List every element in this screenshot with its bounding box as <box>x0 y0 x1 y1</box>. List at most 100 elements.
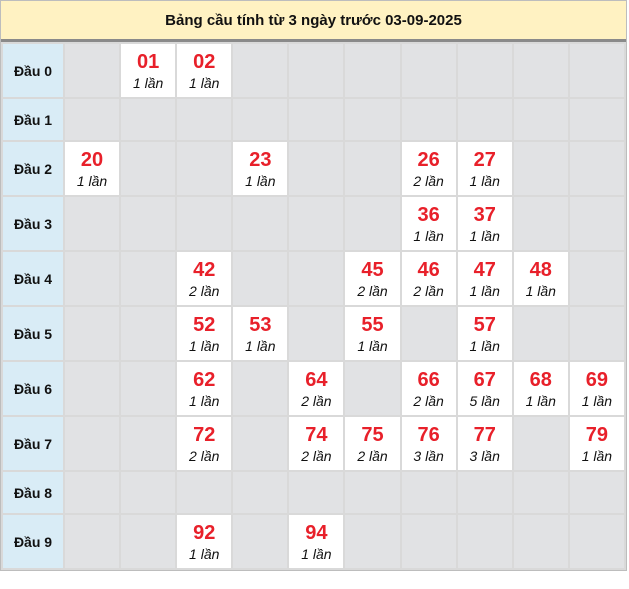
empty-cell <box>175 470 234 515</box>
empty-cell <box>119 415 178 472</box>
number-cell: 53 1 lần <box>231 305 290 362</box>
empty-cell <box>343 513 402 570</box>
empty-cell <box>287 42 346 99</box>
empty-cell <box>343 360 402 417</box>
number-cell: 20 1 lần <box>62 140 122 197</box>
cell-number: 27 <box>473 148 496 171</box>
empty-cell <box>567 470 627 515</box>
empty-cell <box>511 470 570 515</box>
empty-cell <box>343 140 402 197</box>
cell-count: 2 lần <box>301 447 332 464</box>
cell-count: 2 lần <box>189 282 220 299</box>
empty-cell <box>231 360 290 417</box>
empty-cell <box>511 513 570 570</box>
row-label: Đầu 1 <box>1 97 65 142</box>
empty-cell <box>399 97 458 142</box>
empty-cell <box>567 195 627 252</box>
number-cell: 77 3 lần <box>455 415 514 472</box>
grid-row: Đầu 6 62 1 lần 64 2 lần 66 2 lần 67 5 lần 68 1 lần… <box>1 360 627 417</box>
row-label: Đầu 7 <box>1 415 65 472</box>
cell-count: 1 lần <box>525 392 556 409</box>
empty-cell <box>511 415 570 472</box>
empty-cell <box>399 42 458 99</box>
number-cell: 69 1 lần <box>567 360 627 417</box>
empty-cell <box>511 305 570 362</box>
number-cell: 26 2 lần <box>399 140 458 197</box>
number-cell: 72 2 lần <box>175 415 234 472</box>
empty-cell <box>567 305 627 362</box>
cell-number: 45 <box>361 258 384 281</box>
cell-number: 92 <box>193 521 216 544</box>
cell-number: 64 <box>305 368 328 391</box>
row-label: Đầu 6 <box>1 360 65 417</box>
empty-cell <box>567 140 627 197</box>
row-label: Đầu 3 <box>1 195 65 252</box>
empty-cell <box>231 470 290 515</box>
cell-number: 01 <box>137 50 160 73</box>
number-cell: 52 1 lần <box>175 305 234 362</box>
number-cell: 46 2 lần <box>399 250 458 307</box>
cell-count: 3 lần <box>413 447 444 464</box>
cell-count: 1 lần <box>357 337 388 354</box>
cell-count: 1 lần <box>581 392 613 409</box>
empty-cell <box>343 97 402 142</box>
cell-count: 1 lần <box>189 74 220 91</box>
cell-count: 1 lần <box>245 337 276 354</box>
cell-number: 69 <box>585 368 609 391</box>
cell-number: 72 <box>193 423 216 446</box>
grid-row: Đầu 0 01 1 lần 02 1 lần <box>1 42 627 99</box>
cell-number: 79 <box>585 423 609 446</box>
row-label: Đầu 8 <box>1 470 65 515</box>
empty-cell <box>287 140 346 197</box>
number-cell: 02 1 lần <box>175 42 234 99</box>
number-cell: 48 1 lần <box>511 250 570 307</box>
cell-count: 1 lần <box>189 337 220 354</box>
cell-count: 2 lần <box>357 447 388 464</box>
empty-cell <box>62 42 122 99</box>
number-cell: 74 2 lần <box>287 415 346 472</box>
number-cell: 27 1 lần <box>455 140 514 197</box>
cell-number: 42 <box>193 258 216 281</box>
number-cell: 57 1 lần <box>455 305 514 362</box>
empty-cell <box>62 97 122 142</box>
grid-row: Đầu 1 <box>1 97 627 142</box>
empty-cell <box>511 140 570 197</box>
cell-count: 1 lần <box>301 545 332 562</box>
cell-count: 1 lần <box>245 172 276 189</box>
empty-cell <box>455 97 514 142</box>
empty-cell <box>62 470 122 515</box>
number-cell: 62 1 lần <box>175 360 234 417</box>
empty-cell <box>455 513 514 570</box>
empty-cell <box>287 470 346 515</box>
cell-number: 23 <box>249 148 272 171</box>
row-label: Đầu 4 <box>1 250 65 307</box>
cell-count: 2 lần <box>413 392 444 409</box>
grid-row: Đầu 2 20 1 lần 23 1 lần 26 2 lần 27 1 lần <box>1 140 627 197</box>
cell-count: 1 lần <box>76 172 108 189</box>
empty-cell <box>119 470 178 515</box>
empty-cell <box>119 140 178 197</box>
empty-cell <box>287 97 346 142</box>
cell-count: 2 lần <box>413 282 444 299</box>
number-cell: 76 3 lần <box>399 415 458 472</box>
empty-cell <box>343 42 402 99</box>
empty-cell <box>399 513 458 570</box>
number-cell: 68 1 lần <box>511 360 570 417</box>
empty-cell <box>567 42 627 99</box>
cell-count: 2 lần <box>301 392 332 409</box>
number-cell: 36 1 lần <box>399 195 458 252</box>
cell-count: 1 lần <box>413 227 444 244</box>
number-cell: 75 2 lần <box>343 415 402 472</box>
bang-cau-panel: Bảng cầu tính từ 3 ngày trước 03-09-2025… <box>0 0 627 571</box>
row-label: Đầu 9 <box>1 513 65 570</box>
number-cell: 94 1 lần <box>287 513 346 570</box>
cell-number: 74 <box>305 423 328 446</box>
number-cell: 79 1 lần <box>567 415 627 472</box>
cell-number: 55 <box>361 313 384 336</box>
empty-cell <box>119 250 178 307</box>
cell-number: 75 <box>361 423 384 446</box>
empty-cell <box>175 140 234 197</box>
cell-number: 77 <box>473 423 496 446</box>
cell-count: 1 lần <box>581 447 613 464</box>
number-cell: 64 2 lần <box>287 360 346 417</box>
